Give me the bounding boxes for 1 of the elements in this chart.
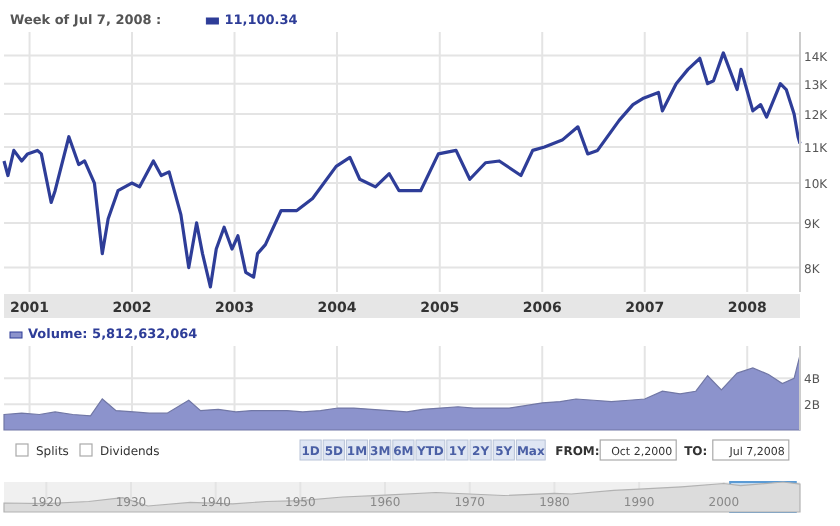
line-series (2, 51, 802, 289)
